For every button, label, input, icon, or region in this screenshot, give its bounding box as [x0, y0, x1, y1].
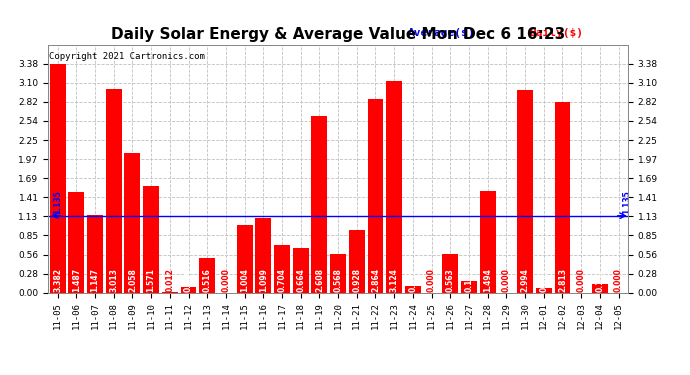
- Bar: [50, 64, 66, 292]
- Bar: [405, 286, 421, 292]
- Bar: [124, 153, 140, 292]
- Text: Average($): Average($): [408, 28, 475, 38]
- Text: 0.704: 0.704: [277, 268, 286, 292]
- Text: 1.135: 1.135: [622, 190, 631, 214]
- Text: 0.000: 0.000: [577, 268, 586, 292]
- Bar: [144, 186, 159, 292]
- Bar: [274, 245, 290, 292]
- Text: 0.516: 0.516: [203, 268, 212, 292]
- Text: 1.004: 1.004: [240, 268, 249, 292]
- Bar: [255, 218, 271, 292]
- Text: Daily($): Daily($): [529, 28, 583, 38]
- Text: 1.147: 1.147: [90, 268, 99, 292]
- Text: 2.813: 2.813: [558, 268, 567, 292]
- Text: 1.494: 1.494: [483, 268, 492, 292]
- Text: 0.000: 0.000: [502, 268, 511, 292]
- Bar: [442, 254, 458, 292]
- Text: 0.132: 0.132: [595, 268, 604, 292]
- Bar: [349, 230, 365, 292]
- Text: 0.092: 0.092: [408, 268, 417, 292]
- Bar: [517, 90, 533, 292]
- Text: 0.928: 0.928: [353, 268, 362, 292]
- Text: 0.000: 0.000: [614, 268, 623, 292]
- Text: 0.664: 0.664: [296, 268, 305, 292]
- Text: 2.994: 2.994: [520, 268, 529, 292]
- Bar: [330, 254, 346, 292]
- Text: 3.382: 3.382: [53, 268, 62, 292]
- Text: Copyright 2021 Cartronics.com: Copyright 2021 Cartronics.com: [50, 53, 206, 62]
- Text: 0.000: 0.000: [427, 268, 436, 292]
- Bar: [592, 284, 608, 292]
- Bar: [461, 282, 477, 292]
- Bar: [199, 258, 215, 292]
- Text: 0.563: 0.563: [446, 268, 455, 292]
- Text: 3.013: 3.013: [109, 268, 118, 292]
- Bar: [293, 248, 308, 292]
- Bar: [311, 116, 327, 292]
- Bar: [106, 89, 121, 292]
- Title: Daily Solar Energy & Average Value Mon Dec 6 16:23: Daily Solar Energy & Average Value Mon D…: [111, 27, 565, 42]
- Bar: [555, 102, 571, 292]
- Text: 2.608: 2.608: [315, 268, 324, 292]
- Text: 1.571: 1.571: [147, 268, 156, 292]
- Text: 3.124: 3.124: [390, 268, 399, 292]
- Text: 0.000: 0.000: [221, 268, 230, 292]
- Text: 0.012: 0.012: [166, 268, 175, 292]
- Text: 0.073: 0.073: [540, 268, 549, 292]
- Text: 0.163: 0.163: [464, 268, 473, 292]
- Text: 1.099: 1.099: [259, 268, 268, 292]
- Bar: [480, 192, 495, 292]
- Bar: [536, 288, 552, 292]
- Text: 1.135: 1.135: [53, 190, 62, 214]
- Bar: [68, 192, 84, 292]
- Text: 1.487: 1.487: [72, 268, 81, 292]
- Text: 2.058: 2.058: [128, 268, 137, 292]
- Text: 2.864: 2.864: [371, 268, 380, 292]
- Bar: [237, 225, 253, 292]
- Bar: [386, 81, 402, 292]
- Text: 0.080: 0.080: [184, 268, 193, 292]
- Bar: [181, 287, 197, 292]
- Bar: [368, 99, 384, 292]
- Text: 0.568: 0.568: [333, 268, 343, 292]
- Bar: [87, 215, 103, 292]
